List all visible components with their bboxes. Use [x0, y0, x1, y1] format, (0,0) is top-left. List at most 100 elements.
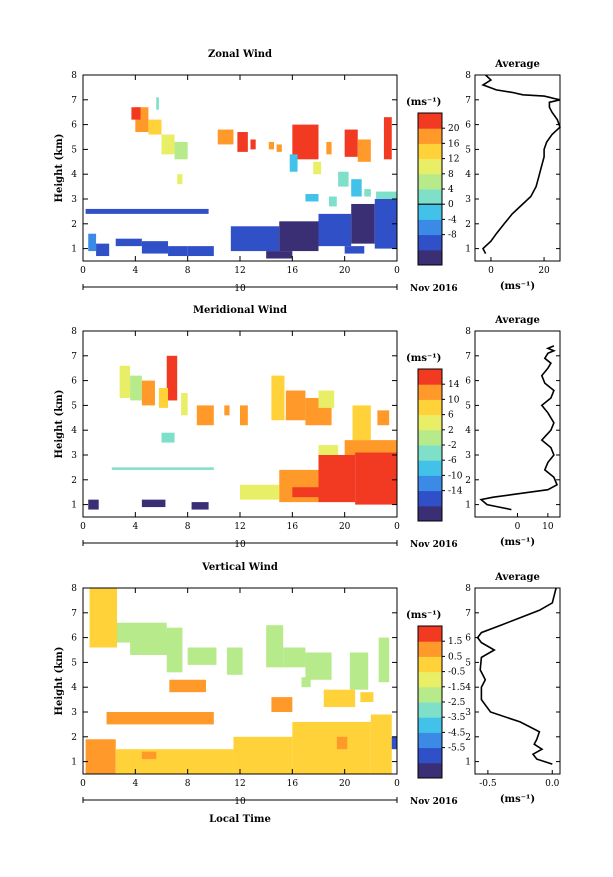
colorbar-swatch	[418, 113, 442, 129]
y-tick-label: 6	[71, 121, 77, 131]
average-title: Average	[494, 572, 540, 583]
average-y-tick-label: 1	[465, 501, 471, 511]
heatmap-cell	[276, 144, 282, 152]
panel-title: Meridional Wind	[193, 305, 287, 316]
colorbar-swatch	[418, 128, 442, 144]
colorbar-tick-label: 1.5	[448, 637, 463, 647]
average-y-tick-label: 1	[465, 758, 471, 768]
panel-title: Vertical Wind	[201, 562, 278, 573]
heatmap-cell	[301, 677, 311, 688]
colorbar	[418, 626, 442, 779]
heatmap-cell	[377, 410, 390, 426]
heatmap-cell	[283, 647, 306, 668]
y-tick-label: 7	[71, 352, 77, 362]
heatmap-cell	[351, 203, 375, 244]
heatmap-cell	[391, 736, 397, 750]
heatmap-cell	[352, 405, 371, 441]
x-tick-label: 4	[132, 779, 138, 789]
y-tick-label: 7	[71, 609, 77, 619]
heatmap-cell	[318, 213, 352, 247]
y-axis-label: Height (km)	[54, 390, 65, 459]
average-y-tick-label: 5	[465, 658, 471, 668]
colorbar-swatch	[418, 475, 442, 492]
colorbar-tick-label: 6	[448, 411, 454, 421]
heatmap-cell	[85, 208, 209, 214]
y-tick-label: 7	[71, 96, 77, 106]
colorbar-swatch	[418, 732, 442, 749]
colorbar-unit: (ms⁻¹)	[406, 610, 441, 621]
heatmap-cell	[338, 171, 349, 187]
colorbar-swatch	[418, 173, 442, 190]
heatmap-cell	[233, 736, 293, 774]
colorbar-swatch	[418, 429, 442, 446]
y-tick-label: 3	[71, 708, 77, 718]
y-tick-label: 4	[71, 170, 77, 180]
x-tick-label: 0	[80, 522, 86, 532]
heatmap-cell	[187, 647, 217, 665]
colorbar-swatch	[418, 626, 442, 642]
heatmap-cell	[111, 467, 214, 470]
heatmap-cell	[141, 380, 155, 406]
heatmap-cell	[96, 243, 110, 257]
heatmap-cell	[318, 390, 335, 408]
heatmap-cell	[370, 714, 392, 774]
average-y-tick-label: 1	[465, 245, 471, 255]
average-frame	[474, 587, 561, 775]
y-tick-label: 2	[71, 476, 77, 486]
colorbar-tick-label: -4.5	[448, 728, 466, 738]
x-tick-label: 20	[339, 522, 351, 532]
x-tick-label: 16	[287, 266, 299, 276]
x-tick-label: 4	[132, 522, 138, 532]
heatmap-cell	[305, 652, 332, 680]
heatmap-cell	[271, 697, 293, 712]
average-x-tick-label: 0	[515, 522, 521, 532]
average-y-tick-label: 8	[465, 71, 471, 81]
colorbar-swatch	[418, 143, 442, 160]
x-tick-label: 8	[185, 779, 191, 789]
y-tick-label: 2	[71, 733, 77, 743]
x-tick-label: 20	[339, 266, 351, 276]
heatmap-cell	[344, 440, 397, 455]
colorbar-tick-label: 2	[448, 426, 454, 436]
colorbar	[418, 369, 442, 522]
heatmap-cell	[326, 141, 332, 155]
colorbar-swatch	[418, 219, 442, 236]
heatmap-cell	[266, 251, 293, 259]
colorbar-swatch	[418, 414, 442, 431]
colorbar-tick-label: -4	[448, 215, 457, 225]
colorbar-swatch	[418, 671, 442, 688]
colorbar-tick-label: 12	[448, 155, 459, 165]
average-y-tick-label: 3	[465, 708, 471, 718]
colorbar-tick-label: -2	[448, 441, 457, 451]
y-tick-label: 8	[71, 71, 77, 81]
average-y-tick-label: 6	[465, 121, 471, 131]
heatmap-cell	[268, 141, 275, 150]
heatmap-cell	[313, 161, 322, 175]
colorbar-tick-label: -3.5	[448, 713, 466, 723]
y-axis-label: Height (km)	[54, 647, 65, 716]
average-unit: (ms⁻¹)	[500, 794, 535, 805]
colorbar-tick-label: 14	[448, 380, 460, 390]
y-tick-label: 8	[71, 584, 77, 594]
heatmap-cell	[364, 189, 371, 197]
heatmap-cell	[174, 141, 188, 160]
colorbar-swatch	[418, 369, 442, 385]
x-tick-label: 0	[80, 779, 86, 789]
y-tick-label: 5	[71, 401, 77, 411]
colorbar-tick-label: -14	[448, 487, 463, 497]
x-tick-label: 0	[80, 266, 86, 276]
date-day-label: 10	[234, 284, 246, 294]
average-y-tick-label: 2	[465, 476, 471, 486]
heatmap-cell	[357, 139, 371, 162]
colorbar-swatch	[418, 702, 442, 718]
average-unit: (ms⁻¹)	[500, 537, 535, 548]
x-tick-label: 16	[287, 779, 299, 789]
y-tick-label: 6	[71, 634, 77, 644]
heatmap-cell	[88, 233, 97, 252]
heatmap-cell	[131, 107, 141, 120]
heatmap-cell	[148, 119, 162, 135]
heatmap-cell	[89, 588, 118, 648]
y-tick-label: 3	[71, 451, 77, 461]
